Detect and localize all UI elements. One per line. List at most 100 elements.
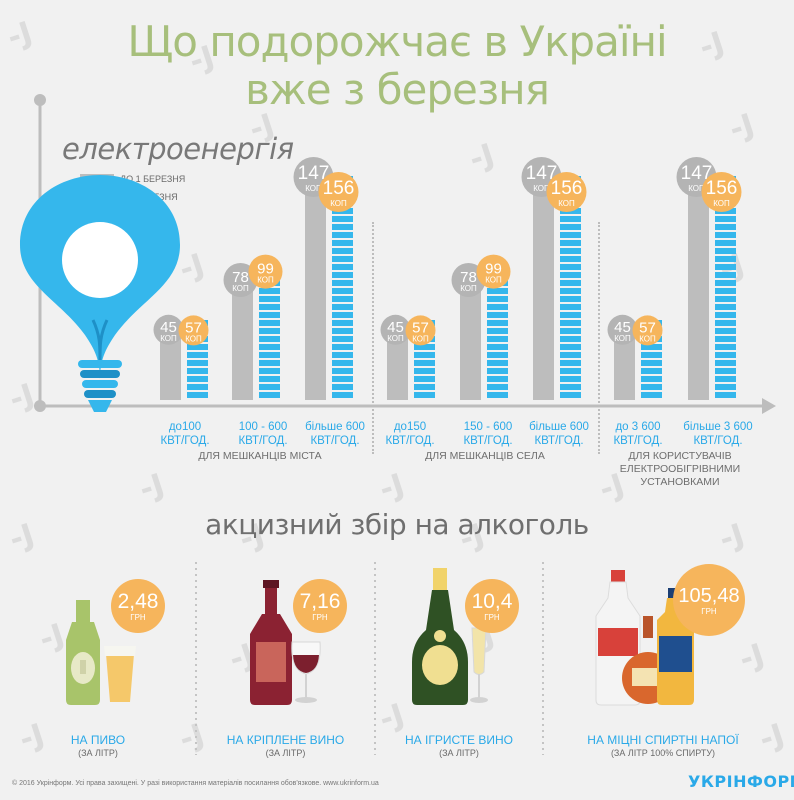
xlabel-city-3-line2: КВТ/ГОД.	[310, 435, 360, 447]
group-divider-1	[372, 222, 374, 454]
bar-before-2	[305, 187, 326, 400]
bubble-before-2-unit: КОП	[305, 184, 322, 193]
bar-after-0-seg	[187, 360, 208, 366]
bar-after-5-seg	[560, 240, 581, 246]
alcohol-price-circle	[293, 579, 347, 633]
alcohol-heading: акцизний збір на алкоголь	[205, 508, 589, 541]
bar-after-3-seg	[414, 352, 435, 358]
xlabel-village-3: більше 600 КВТ/ГОД.	[514, 420, 604, 448]
bar-after-5-seg	[560, 336, 581, 342]
y-axis-cap	[34, 94, 46, 106]
bar-after-3-seg	[414, 384, 435, 390]
bar-after-2-seg	[332, 224, 353, 230]
wine-bottle-icon	[250, 580, 292, 705]
bubble-after-3-value: 57	[412, 319, 429, 336]
xlabel-city-2-line1: 100 - 600	[238, 421, 288, 433]
bubble-after-4-circle	[476, 254, 511, 289]
bar-after-7-seg	[715, 328, 736, 334]
bar-after-7-seg	[715, 360, 736, 366]
bubble-after-5-value: 156	[551, 178, 583, 199]
bar-after-3-seg	[414, 376, 435, 382]
bar-after-4-seg	[487, 336, 508, 342]
bar-after-0-seg	[187, 384, 208, 390]
bar-after-0-seg	[187, 344, 208, 350]
bar-after-7-seg	[715, 288, 736, 294]
alcohol-price-unit: ГРН	[130, 613, 146, 622]
beer-glass-icon	[104, 646, 136, 702]
bar-after-3-seg	[414, 344, 435, 350]
bar-after-4-seg	[487, 360, 508, 366]
xlabel-heat-1: до 3 600 КВТ/ГОД.	[593, 420, 683, 448]
bar-after-7-seg	[715, 352, 736, 358]
bubble-before-5-unit: КОП	[533, 184, 550, 193]
bubble-before-4-value: 78	[460, 269, 477, 286]
bubble-after-5-unit: КОП	[558, 199, 575, 208]
bar-after-7-seg	[715, 392, 736, 398]
alcohol-price-circle	[465, 579, 519, 633]
bubble-before-7-value: 147	[681, 163, 713, 184]
xlabel-city-1: до100 КВТ/ГОД.	[140, 420, 230, 448]
alcohol-sub-fortified-wine: (ЗА ЛІТР)	[265, 748, 306, 758]
group-caption-heating-line1: ДЛЯ КОРИСТУВАЧІВ	[628, 450, 732, 462]
bar-after-0-seg	[187, 392, 208, 398]
bubble-after-3-unit: КОП	[412, 334, 429, 343]
alcohol-price-circle	[673, 564, 745, 636]
xlabel-village-1: до150 КВТ/ГОД.	[365, 420, 455, 448]
footer-copyright: © 2016 Укрінформ. Усі права захищені. У …	[12, 780, 379, 787]
bar-after-5-seg	[560, 216, 581, 222]
xlabel-village-2-line2: КВТ/ГОД.	[463, 435, 513, 447]
light-bulb-icon	[20, 175, 180, 412]
bubble-after-4-value: 99	[485, 261, 502, 278]
bar-after-5-seg	[560, 248, 581, 254]
bar-after-1-seg	[259, 320, 280, 326]
bar-before-7	[688, 187, 709, 400]
bar-before-1	[232, 287, 253, 400]
bar-after-5-seg	[560, 360, 581, 366]
bar-after-6-seg	[641, 368, 662, 374]
bar-before-3	[387, 334, 408, 400]
bar-after-1-seg	[259, 368, 280, 374]
bar-after-7-seg	[715, 336, 736, 342]
xlabel-city-2-line2: КВТ/ГОД.	[238, 435, 288, 447]
alcohol-price-value: 10,4	[472, 590, 513, 613]
bar-after-2-seg	[332, 288, 353, 294]
alcohol-price-value: 7,16	[300, 590, 341, 613]
bar-after-5-seg	[560, 304, 581, 310]
bubble-after-2-circle	[318, 172, 359, 212]
bar-after-6-seg	[641, 352, 662, 358]
bubble-before-5-value: 147	[526, 163, 558, 184]
bar-after-2-seg	[332, 312, 353, 318]
xlabel-city-1-line2: КВТ/ГОД.	[160, 435, 210, 447]
bar-after-7-seg	[715, 272, 736, 278]
legend-label-before: ДО 1 БЕРЕЗНЯ	[120, 174, 186, 184]
xlabel-village-2-line1: 150 - 600	[463, 421, 513, 433]
bar-after-5-seg	[560, 344, 581, 350]
group-caption-heating-line3: УСТАНОВКАМИ	[640, 476, 720, 488]
bar-after-7-seg	[715, 240, 736, 246]
bar-after-7-seg	[715, 320, 736, 326]
bar-after-2-seg	[332, 392, 353, 398]
bubble-before-0-unit: КОП	[160, 334, 177, 343]
bubble-before-3-circle	[380, 314, 411, 345]
bar-after-5-seg	[560, 320, 581, 326]
bar-after-5-seg	[560, 392, 581, 398]
bar-after-7-seg	[715, 232, 736, 238]
alcohol-price-value: 2,48	[118, 590, 159, 613]
bar-after-2-seg	[332, 256, 353, 262]
bubble-after-1-circle	[248, 254, 283, 289]
bar-after-2-seg	[332, 360, 353, 366]
bubble-before-3-unit: КОП	[387, 334, 404, 343]
alcohol-label-fortified-wine: НА КРІПЛЕНЕ ВИНО	[226, 733, 345, 747]
bubble-after-6-circle	[632, 315, 663, 346]
bar-after-7-seg	[715, 224, 736, 230]
bubble-after-1-value: 99	[257, 261, 274, 278]
bubble-after-0-value: 57	[185, 319, 202, 336]
